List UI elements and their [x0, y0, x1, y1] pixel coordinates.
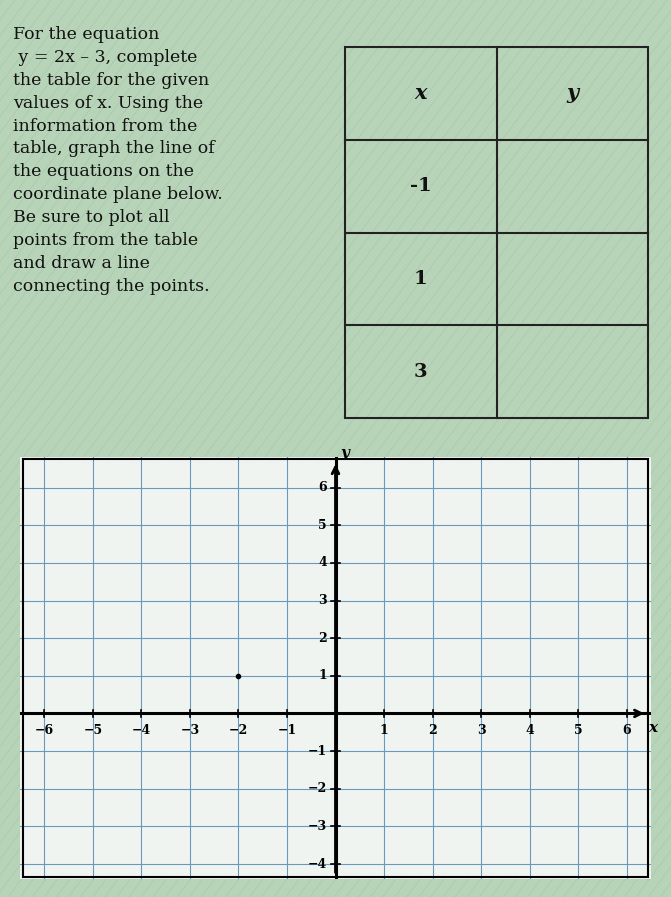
Text: 1: 1 — [318, 669, 327, 683]
Text: −5: −5 — [83, 724, 103, 737]
Text: 3: 3 — [476, 724, 485, 737]
Text: −4: −4 — [307, 858, 327, 870]
Text: 1: 1 — [414, 270, 427, 288]
Text: y: y — [340, 447, 349, 460]
Text: −4: −4 — [132, 724, 151, 737]
Text: 5: 5 — [574, 724, 582, 737]
Text: For the equation
 y = 2x – 3, complete
the table for the given
values of x. Usin: For the equation y = 2x – 3, complete th… — [13, 26, 223, 294]
Text: 5: 5 — [318, 518, 327, 532]
Text: 4: 4 — [318, 556, 327, 570]
Text: x: x — [415, 83, 427, 103]
Text: y: y — [566, 83, 578, 103]
Text: 6: 6 — [622, 724, 631, 737]
Text: x: x — [648, 720, 658, 735]
Text: 4: 4 — [525, 724, 534, 737]
Text: −3: −3 — [307, 820, 327, 832]
Text: −2: −2 — [229, 724, 248, 737]
Text: −3: −3 — [180, 724, 199, 737]
Text: 3: 3 — [318, 594, 327, 607]
Text: −1: −1 — [277, 724, 297, 737]
Text: −1: −1 — [307, 745, 327, 758]
Text: -1: -1 — [410, 177, 431, 195]
Text: 1: 1 — [380, 724, 389, 737]
Text: −2: −2 — [307, 782, 327, 796]
Text: 3: 3 — [414, 362, 427, 380]
Text: −6: −6 — [35, 724, 54, 737]
Text: 2: 2 — [428, 724, 437, 737]
Text: 2: 2 — [318, 631, 327, 645]
Text: 6: 6 — [318, 481, 327, 494]
